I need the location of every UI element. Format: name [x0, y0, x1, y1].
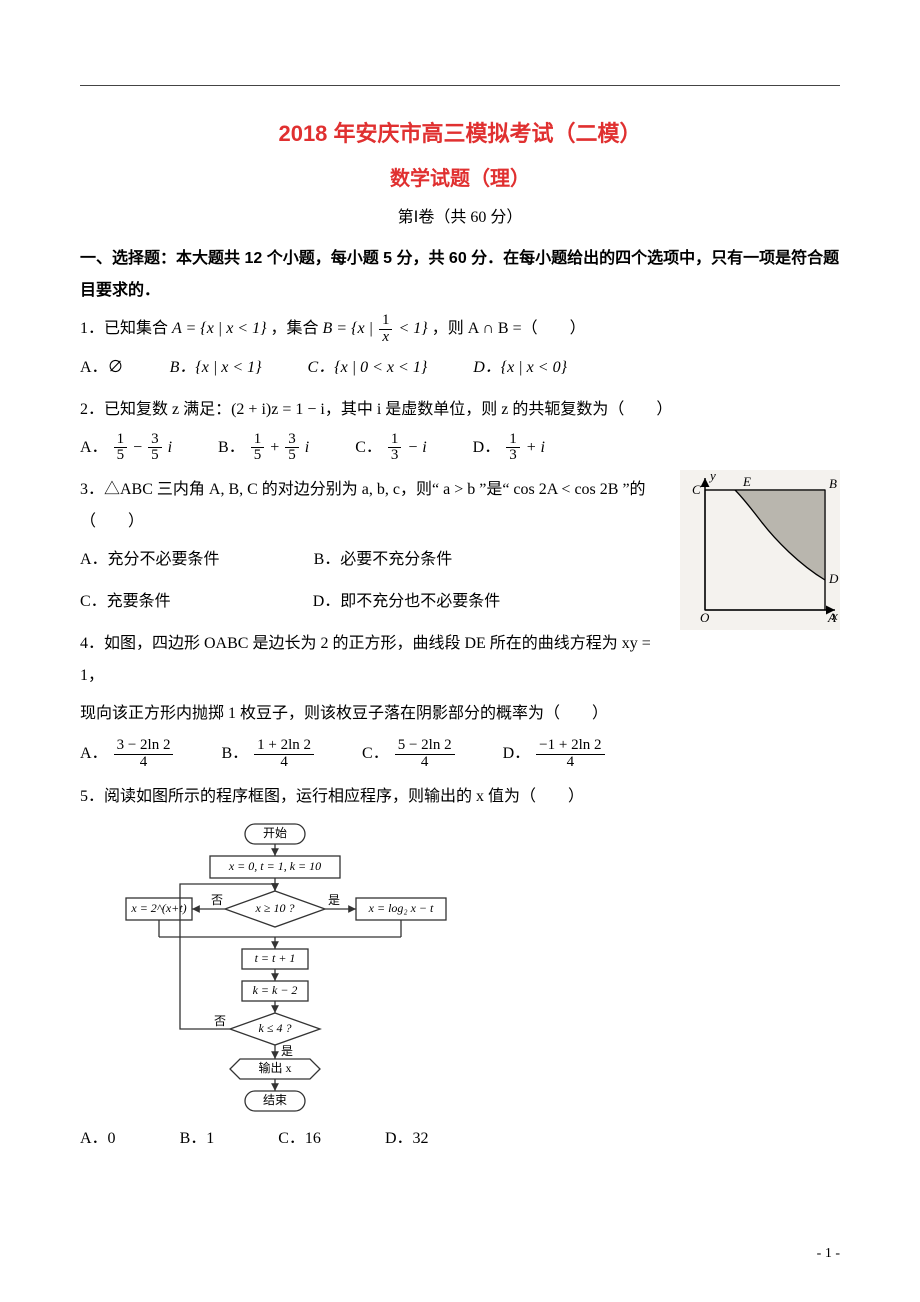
q2-options: A． 15 − 35 i B． 15 + 35 i C． 13 − i D． 1… — [80, 432, 840, 465]
flow-right-text: x = log₂ x − t — [368, 900, 434, 914]
q5-optA: A．0 — [80, 1123, 116, 1155]
question-4-line2: 现向该正方形内抛掷 1 枚豆子，则该枚豆子落在阴影部分的概率为（ ） — [80, 698, 840, 730]
section-title: 第Ⅰ卷（共 60 分） — [80, 203, 840, 227]
q4-D-pre: D． — [503, 745, 531, 762]
q3-optA: A．充分不必要条件 — [80, 544, 220, 576]
flow-cond2-no: 否 — [214, 1013, 226, 1027]
q2-C-tail: − i — [407, 439, 426, 456]
flow-end-text: 结束 — [263, 1092, 287, 1106]
q4-D-frac: −1 + 2ln 24 — [534, 738, 606, 771]
page-number: - 1 - — [817, 1246, 840, 1262]
q2-optD: D． 13 + i — [473, 432, 545, 465]
q1-optC: C．{x | 0 < x < 1} — [308, 352, 428, 384]
q2-B-i: i — [305, 439, 309, 456]
q2-optA: A． 15 − 35 i — [80, 432, 172, 465]
q1-optA: A．∅ — [80, 352, 124, 384]
question-2: 2．已知复数 z 满足：(2 + i)z = 1 − i，其中 i 是虚数单位，… — [80, 394, 840, 426]
q1-tail: ，则 A ∩ B =（ ） — [432, 320, 586, 337]
q2-B-pre: B． — [218, 439, 245, 456]
q5-optD: D．32 — [385, 1123, 429, 1155]
q4-optC: C． 5 − 2ln 24 — [362, 738, 457, 771]
q5-optC: C．16 — [278, 1123, 321, 1155]
q1-optD: D．{x | x < 0} — [473, 352, 567, 384]
flow-left-text: x = 2^(x+t) — [130, 900, 186, 914]
q2-A-frac2: 35 — [146, 432, 164, 465]
q1-optB: B．{x | x < 1} — [170, 352, 262, 384]
flow-init-text: x = 0, t = 1, k = 10 — [228, 858, 321, 872]
q3-optD: D．即不充分也不必要条件 — [313, 586, 501, 618]
question-3: 3．△ABC 三内角 A, B, C 的对边分别为 a, b, c，则“ a >… — [80, 474, 840, 538]
top-rule — [80, 85, 840, 86]
q4-C-frac: 5 − 2ln 24 — [393, 738, 457, 771]
flow-cond1-yes: 是 — [328, 892, 340, 906]
q2-optC: C． 13 − i — [355, 432, 426, 465]
q1-frac-1overx: 1x — [377, 313, 395, 346]
q4-A-pre: A． — [80, 745, 108, 762]
question-4-line1: 4．如图，四边形 OABC 是边长为 2 的正方形，曲线段 DE 所在的曲线方程… — [80, 628, 840, 692]
main-title: 2018 年安庆市高三模拟考试（二模） — [80, 116, 840, 148]
q2-D-pre: D． — [473, 439, 501, 456]
q3-q4-block: O A B C E D y x 3．△ABC 三内角 A, B, C 的对边分别… — [80, 474, 840, 730]
flow-t-text: t = t + 1 — [255, 950, 296, 964]
q3-optC: C．充要条件 — [80, 586, 171, 618]
flow-cond1-no: 否 — [211, 892, 223, 906]
q2-B-frac2: 35 — [283, 432, 301, 465]
q2-A-i: i — [168, 439, 172, 456]
question-1: 1．已知集合 A = {x | x < 1} ，集合 B = {x | 1x <… — [80, 313, 840, 346]
question-5: 5．阅读如图所示的程序框图，运行相应程序，则输出的 x 值为（ ） — [80, 781, 840, 813]
q4-lbl-x: x — [831, 608, 838, 623]
q2-C-frac: 13 — [386, 432, 404, 465]
q4-B-pre: B． — [221, 745, 248, 762]
q2-A-pre: A． — [80, 439, 108, 456]
q5-options: A．0 B．1 C．16 D．32 — [80, 1123, 840, 1155]
q1-text-2: ，集合 — [271, 320, 323, 337]
sub-title: 数学试题（理） — [80, 162, 840, 191]
q4-optB: B． 1 + 2ln 24 — [221, 738, 316, 771]
flow-cond1-text: x ≥ 10 ? — [255, 900, 295, 914]
flow-k-text: k = k − 2 — [253, 982, 298, 996]
section-instruction: 一、选择题：本大题共 12 个小题，每小题 5 分，共 60 分．在每小题给出的… — [80, 243, 840, 307]
flow-output-text: 输出 x — [258, 1059, 291, 1074]
q4-A-frac: 3 − 2ln 24 — [112, 738, 176, 771]
q2-optB: B． 15 + 35 i — [218, 432, 309, 465]
flow-cond2-text: k ≤ 4 ? — [259, 1020, 292, 1034]
q4-optD: D． −1 + 2ln 24 — [503, 738, 607, 771]
exam-page: 2018 年安庆市高三模拟考试（二模） 数学试题（理） 第Ⅰ卷（共 60 分） … — [0, 0, 920, 1302]
q4-B-frac: 1 + 2ln 24 — [252, 738, 316, 771]
q5-optB: B．1 — [180, 1123, 215, 1155]
q1-setB-post: < 1} — [398, 320, 427, 337]
q2-A-frac1: 15 — [112, 432, 130, 465]
q4-lbl-D: D — [828, 571, 839, 586]
q5-flowchart: 开始 x = 0, t = 1, k = 10 x ≥ 10 ? 否 x = 2… — [120, 819, 450, 1119]
q2-B-frac1: 15 — [249, 432, 267, 465]
q1-options: A．∅ B．{x | x < 1} C．{x | 0 < x < 1} D．{x… — [80, 352, 840, 384]
q4-options: A． 3 − 2ln 24 B． 1 + 2ln 24 C． 5 − 2ln 2… — [80, 738, 840, 771]
q2-C-pre: C． — [355, 439, 382, 456]
q3-optB: B．必要不充分条件 — [314, 544, 453, 576]
q1-setA: A = {x | x < 1} — [172, 320, 266, 337]
flow-start-text: 开始 — [263, 825, 287, 839]
q2-D-tail: + i — [526, 439, 545, 456]
q4-C-pre: C． — [362, 745, 389, 762]
q2-D-frac: 13 — [504, 432, 522, 465]
q4-optA: A． 3 − 2ln 24 — [80, 738, 175, 771]
q1-setB-pre: B = {x | — [323, 320, 377, 337]
flow-cond2-yes: 是 — [281, 1043, 293, 1057]
q1-text-1: 1．已知集合 — [80, 320, 172, 337]
q4-lbl-O: O — [700, 610, 710, 625]
